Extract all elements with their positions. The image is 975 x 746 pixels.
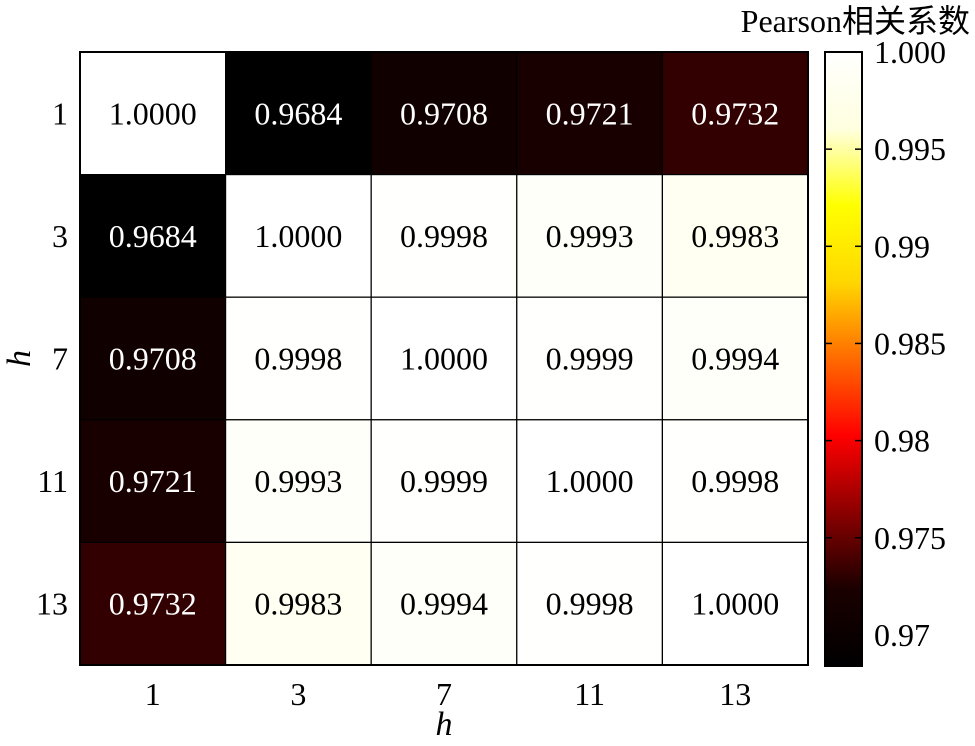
x-tick-label-1: 3: [290, 676, 306, 712]
heatmap-cell-r0-c0: [79, 51, 227, 176]
heatmap-cell-r3-c1: [225, 419, 372, 543]
colorbar-tick-label-2: 0.99: [874, 228, 930, 264]
heatmap-cells: [79, 51, 809, 666]
y-tick-label-0: 1: [52, 95, 68, 131]
heatmap-cell-r0-c3: [516, 51, 663, 176]
heatmap-cell-r1-c4: [661, 174, 809, 298]
cell-value-label-r1-c2: 0.9998: [400, 218, 488, 254]
heatmap-cell-r1-c0: [79, 174, 227, 298]
heatmap-cell-r4-c1: [225, 541, 372, 666]
heatmap-cell-r4-c0: [79, 541, 227, 666]
cell-value-label-r2-c3: 0.9999: [546, 341, 634, 377]
x-axis-title: h: [436, 706, 453, 741]
cell-value-label-r0-c4: 0.9732: [691, 95, 779, 131]
colorbar-tick-label-1: 0.995: [874, 131, 946, 167]
heatmap-cell-r3-c4: [661, 419, 809, 543]
heatmap-cell-r3-c2: [370, 419, 518, 543]
cell-value-label-r3-c2: 0.9999: [400, 463, 488, 499]
y-axis-title: h: [1, 350, 38, 367]
y-tick-label-4: 13: [36, 586, 68, 622]
cell-value-label-r0-c2: 0.9708: [400, 95, 488, 131]
x-tick-label-0: 1: [145, 676, 161, 712]
colorbar-tick-label-4: 0.98: [874, 423, 930, 459]
y-tick-label-3: 11: [37, 463, 68, 499]
y-tick-label-2: 7: [52, 341, 68, 377]
plot-frame: [79, 51, 809, 666]
colorbar-tick-label-0: 1.000: [874, 34, 946, 70]
heatmap-cell-r2-c2: [370, 296, 518, 421]
heatmap-cell-r0-c1: [225, 51, 372, 176]
x-tick-label-4: 13: [719, 676, 751, 712]
cell-value-label-r4-c0: 0.9732: [109, 586, 197, 622]
cell-value-label-r1-c0: 0.9684: [109, 218, 197, 254]
heatmap-cell-r2-c3: [516, 296, 663, 421]
heatmap-cell-r3-c3: [516, 419, 663, 543]
cell-value-label-r2-c2: 1.0000: [400, 341, 488, 377]
cell-value-label-r0-c1: 0.9684: [254, 95, 342, 131]
cell-value-label-r4-c4: 1.0000: [691, 586, 779, 622]
cell-value-label-r3-c0: 0.9721: [109, 463, 197, 499]
heatmap-cell-r0-c4: [661, 51, 809, 176]
heatmap-cell-r2-c1: [225, 296, 372, 421]
cell-labels: 1.0000 0.9684 0.9708 0.9721 0.9732 0.9684 1.00…: [109, 95, 779, 621]
cell-value-label-r4-c2: 0.9994: [400, 586, 488, 622]
cell-value-label-r2-c0: 0.9708: [109, 341, 197, 377]
cell-value-label-r0-c0: 1.0000: [109, 95, 197, 131]
colorbar-tick-label-6: 0.97: [874, 617, 930, 653]
cell-value-label-r2-c4: 0.9994: [691, 341, 779, 377]
colorbar-gradient: [824, 51, 863, 667]
colorbar-tick-label-3: 0.985: [874, 325, 946, 361]
cell-value-label-r3-c3: 1.0000: [546, 463, 634, 499]
heatmap-cell-r4-c2: [370, 541, 518, 666]
cell-value-label-r1-c3: 0.9993: [546, 218, 634, 254]
colorbar-title: Pearson相关系数: [741, 3, 970, 39]
cell-value-label-r4-c3: 0.9998: [546, 586, 634, 622]
cell-value-label-r2-c1: 0.9998: [254, 341, 342, 377]
cell-value-label-r1-c4: 0.9983: [691, 218, 779, 254]
cell-value-label-r0-c3: 0.9721: [546, 95, 634, 131]
cell-value-label-r4-c1: 0.9983: [254, 586, 342, 622]
cell-value-label-r3-c1: 0.9993: [254, 463, 342, 499]
x-tick-label-3: 11: [574, 676, 605, 712]
colorbar-tick-label-5: 0.975: [874, 520, 946, 556]
colorbar: 1.000 0.995 0.99 0.985 0.98 0.975 0.97 Pearson相…: [741, 3, 970, 667]
x-tick-label-2: 7: [436, 676, 452, 712]
heatmap-cell-r4-c4: [661, 541, 809, 666]
heatmap-cell-r2-c4: [661, 296, 809, 421]
cell-value-label-r3-c4: 0.9998: [691, 463, 779, 499]
cell-value-label-r1-c1: 1.0000: [254, 218, 342, 254]
y-tick-label-1: 3: [52, 218, 68, 254]
heatmap-cell-r1-c2: [370, 174, 518, 298]
